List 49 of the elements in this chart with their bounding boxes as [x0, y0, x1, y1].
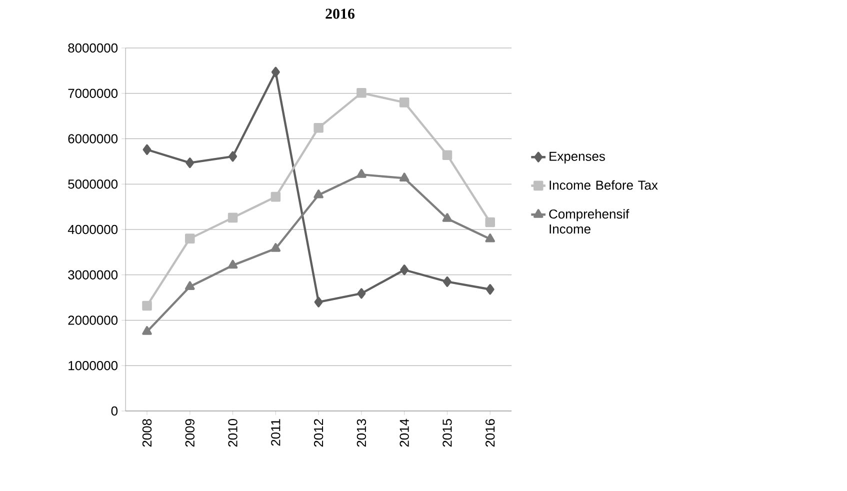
point	[185, 234, 195, 244]
point	[142, 326, 152, 335]
x-tick-label: 2014	[400, 418, 409, 447]
x-tick-label: 2013	[356, 419, 366, 447]
point	[228, 212, 238, 223]
point	[485, 234, 496, 242]
point	[142, 300, 152, 311]
point	[314, 190, 324, 198]
x-tick-label: 2015	[442, 419, 452, 447]
point	[271, 66, 280, 78]
x-tick-label: 2012	[314, 419, 324, 447]
x-tick-label: 2010	[228, 419, 238, 447]
y-tick-label: 3000000	[68, 270, 118, 280]
point	[357, 288, 366, 299]
point	[228, 151, 238, 162]
x-tick-label: 2008	[142, 419, 152, 447]
legend-label: Income Before Tax	[550, 180, 658, 190]
point	[442, 213, 452, 222]
point	[399, 172, 410, 182]
point	[442, 150, 452, 160]
point	[270, 192, 281, 202]
legend-label: Expenses	[550, 152, 605, 164]
legend-label: Comprehensif Income	[549, 209, 630, 234]
chart-title: 2016	[326, 8, 355, 19]
point	[142, 144, 152, 155]
y-tick-label: 5000000	[68, 180, 118, 189]
y-tick-label: 7000000	[68, 88, 118, 98]
point	[270, 243, 281, 252]
point	[186, 158, 194, 168]
point	[486, 284, 494, 295]
y-tick-label: 8000000	[68, 43, 118, 53]
point	[356, 88, 366, 98]
x-tick-label: 2016	[486, 419, 495, 447]
y-tick-label: 0	[111, 406, 118, 416]
point	[400, 264, 409, 276]
point	[485, 217, 495, 228]
y-tick-label: 6000000	[68, 134, 118, 144]
x-tick-label: 2011	[271, 419, 280, 446]
y-tick-label: 2000000	[68, 316, 118, 325]
point	[314, 122, 324, 133]
point	[356, 169, 366, 178]
point	[442, 276, 452, 287]
point	[399, 98, 410, 108]
point	[228, 260, 238, 269]
y-tick-label: 4000000	[68, 224, 118, 234]
y-tick-label: 1000000	[68, 361, 118, 370]
x-tick-label: 2009	[185, 419, 194, 447]
point	[185, 281, 195, 290]
point	[314, 296, 323, 308]
